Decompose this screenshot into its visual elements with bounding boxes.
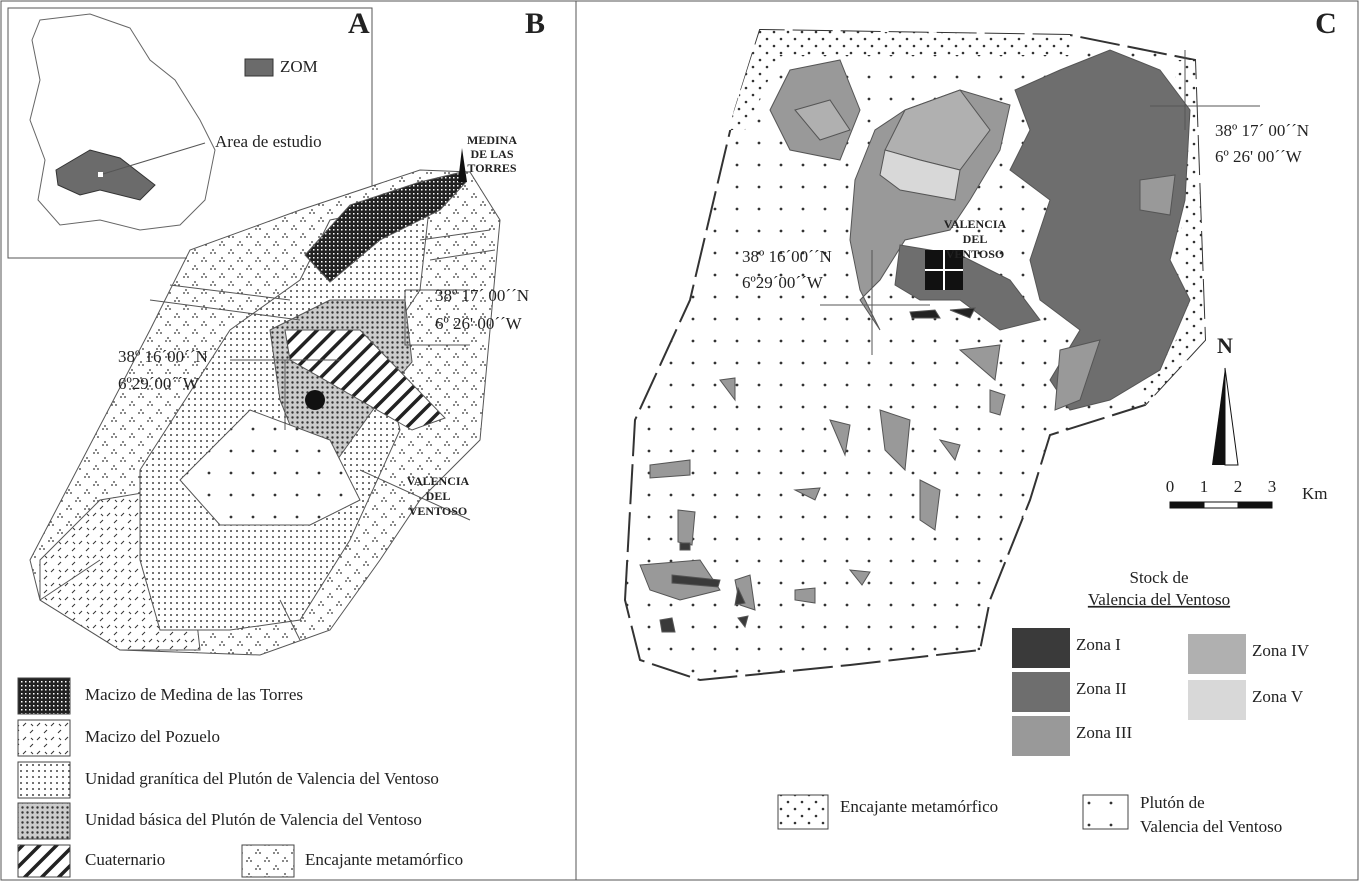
study-point [98,172,103,177]
scale-segment [1238,502,1272,508]
legend-swatch [778,795,828,829]
place-label: VALENCIA [944,217,1007,231]
legend-swatch [1083,795,1128,829]
legend-label: Zona II [1076,679,1127,698]
north-label: N [1217,333,1233,358]
legend-label: Cuaternario [85,850,165,869]
scale-segment [1204,502,1238,508]
place-label: DE LAS [470,147,513,161]
coord-lon: 6º29´00´´W [742,273,824,292]
legend-label: Zona IV [1252,641,1310,660]
scale-unit: Km [1302,484,1328,503]
coord-lat: 38º 17´ 00´´N [1215,121,1309,140]
coord-lat: 38º 17´ 00´´N [435,286,529,305]
north-arrow [1225,368,1238,465]
scale-label: 3 [1268,477,1277,496]
legend-label: Plutón de [1140,793,1205,812]
legend-swatch [18,678,70,714]
coord-lon: 6º 26' 00´´W [435,314,523,333]
place-label: DEL [426,489,451,503]
place-label: MEDINA [467,133,517,147]
legend-swatch [18,720,70,756]
scale-label: 2 [1234,477,1243,496]
panel-c-map: C VALENCIA DEL VENTOSO 38º 17´ 00´´N 6º … [625,7,1337,680]
coord-lon: 6º29´00´´W [118,374,200,393]
panel-letter: C [1315,7,1337,40]
legend-swatch [1012,672,1070,712]
legend-label: Macizo de Medina de las Torres [85,685,303,704]
medina-peak [458,148,467,182]
legend-swatch [18,845,70,877]
legend-label: Encajante metamórfico [840,797,998,816]
legend-swatch [1012,628,1070,668]
scale-bar: 0 1 2 3 Km [1166,477,1328,508]
place-label: VENTOSO [409,504,467,518]
legend-label: Unidad básica del Plutón de Valencia del… [85,810,422,829]
figure: ZOM Area de estudio A B MEDINA DE LAS TO… [0,0,1359,881]
legend-label: Zona III [1076,723,1133,742]
panel-b-legend: Macizo de Medina de las Torres Macizo de… [18,678,463,877]
area-label: Area de estudio [215,132,322,151]
legend-swatch [18,762,70,798]
stock-title: Valencia del Ventoso [1088,590,1230,609]
coord-lat: 38º 16´00´´N [118,347,208,366]
panel-letter: A [348,7,370,40]
stock-title: Stock de [1129,568,1188,587]
scale-segment [1170,502,1204,508]
legend-label: Encajante metamórfico [305,850,463,869]
scale-label: 1 [1200,477,1209,496]
place-label: DEL [963,232,988,246]
place-label: VALENCIA [407,474,470,488]
legend-swatch [1188,680,1246,720]
scale-label: 0 [1166,477,1175,496]
place-label: TORRES [467,161,516,175]
north-arrow [1212,368,1225,465]
legend-swatch [18,803,70,839]
legend-swatch [1188,634,1246,674]
legend-label: Unidad granítica del Plutón de Valencia … [85,769,439,788]
town [305,390,325,410]
legend-label: Zona V [1252,687,1304,706]
coord-lon: 6º 26' 00´´W [1215,147,1303,166]
legend-label: Valencia del Ventoso [1140,817,1282,836]
legend-label: Macizo del Pozuelo [85,727,220,746]
legend-label: Zona I [1076,635,1121,654]
coord-lat: 38º 16´00´´N [742,247,832,266]
zom-label: ZOM [280,57,318,76]
place-label: VENTOSO [946,247,1004,261]
zom-swatch [245,59,273,76]
legend-swatch [1012,716,1070,756]
panel-letter: B [525,7,545,40]
legend-swatch [242,845,294,877]
